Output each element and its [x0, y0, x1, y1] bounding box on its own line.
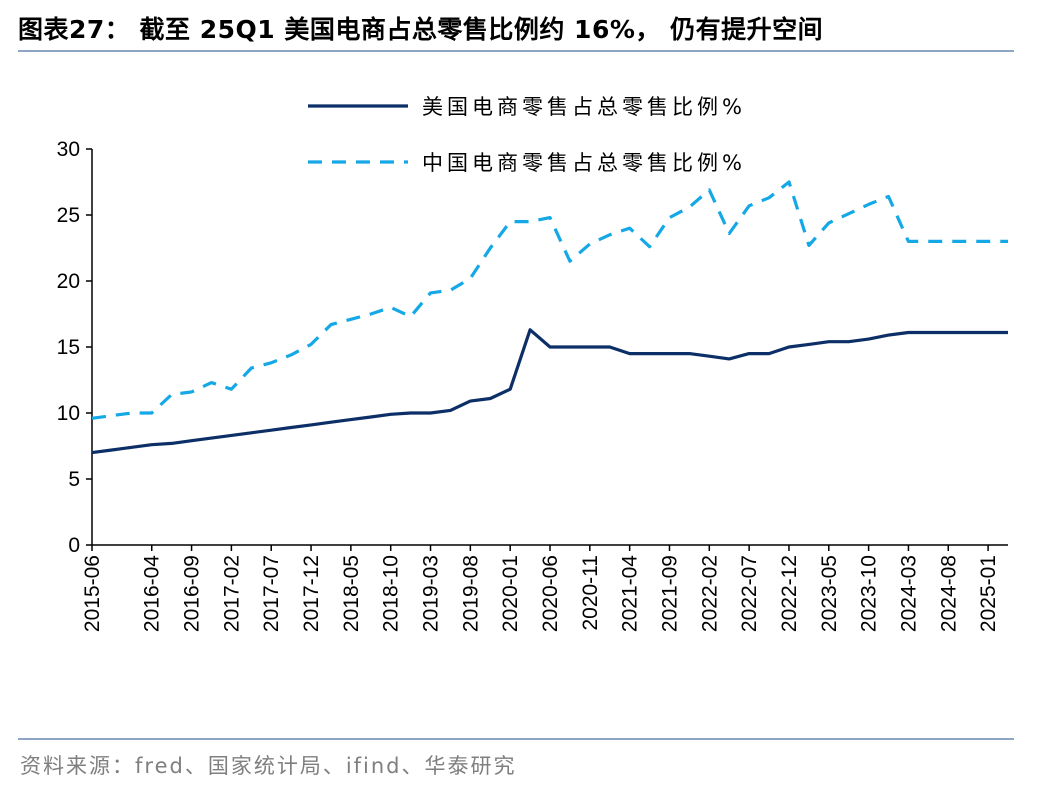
- y-tick-label: 5: [68, 468, 80, 491]
- x-tick-label: 2020-11: [579, 555, 602, 631]
- x-tick-label: 2017-12: [300, 555, 323, 632]
- x-tick-label: 2017-02: [220, 555, 243, 632]
- chart-title: 图表27： 截至 25Q1 美国电商占总零售比例约 16%， 仍有提升空间: [18, 15, 824, 44]
- x-tick-label: 2019-08: [459, 555, 482, 632]
- x-tick-label: 2022-02: [698, 555, 721, 632]
- y-tick-label: 10: [57, 402, 80, 425]
- y-tick-label: 15: [57, 336, 80, 359]
- y-tick-label: 0: [68, 534, 80, 557]
- x-tick-label: 2020-06: [539, 555, 562, 632]
- x-tick-label: 2023-05: [818, 555, 841, 632]
- legend-label-cn: 中国电商零售占总零售比例%: [422, 151, 746, 175]
- chart-svg: 0 5 10 15 20 25 30 2015-06 2016-04 2016-09 2017-02…: [57, 95, 1008, 632]
- x-tick-label: 2024-08: [937, 555, 960, 632]
- x-tick-label: 2019-03: [420, 555, 443, 632]
- series-line-cn: [91, 180, 1008, 420]
- y-tick-label: 30: [57, 138, 80, 161]
- x-tick-label: 2023-10: [858, 555, 881, 632]
- y-tick-label: 25: [57, 204, 80, 227]
- legend-label-us: 美国电商零售占总零售比例%: [422, 95, 746, 119]
- x-tick-label: 2022-07: [738, 555, 761, 632]
- x-tick-label: 2018-05: [340, 555, 363, 632]
- x-tick-label: 2022-12: [778, 555, 801, 632]
- x-tick-label: 2021-04: [619, 555, 642, 632]
- source-note: 资料来源：fred、国家统计局、ifind、华泰研究: [20, 754, 517, 778]
- x-tick-label: 2018-10: [380, 555, 403, 632]
- series-layer: [91, 180, 1008, 455]
- x-tick-label: 2016-04: [141, 555, 164, 632]
- y-tick-label: 20: [57, 270, 80, 293]
- x-tick-label: 2015-06: [81, 555, 104, 632]
- x-tick-label: 2016-09: [181, 555, 204, 632]
- title-divider: [18, 50, 1014, 52]
- x-tick-label: 2025-01: [977, 555, 1000, 632]
- x-tick-label: 2020-01: [499, 555, 522, 632]
- series-line-us: [91, 328, 1008, 455]
- legend: 美国电商零售占总零售比例% 中国电商零售占总零售比例%: [308, 95, 746, 175]
- axes: 0 5 10 15 20 25 30 2015-06 2016-04 2016-09 2017-02…: [57, 138, 1008, 632]
- x-tick-label: 2017-07: [260, 555, 283, 632]
- x-tick-label: 2024-03: [897, 555, 920, 632]
- source-divider: [18, 738, 1014, 740]
- x-tick-label: 2021-09: [658, 555, 681, 632]
